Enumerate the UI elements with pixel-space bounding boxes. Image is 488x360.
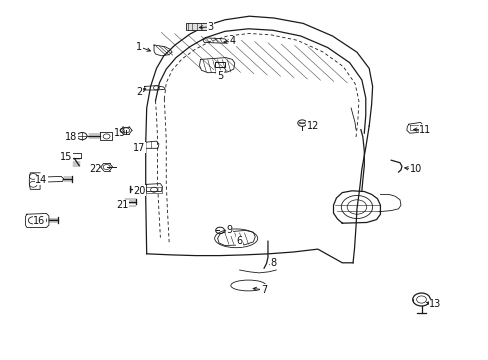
Text: 13: 13: [428, 299, 441, 309]
Text: 10: 10: [408, 164, 421, 174]
Text: 6: 6: [236, 236, 242, 246]
FancyBboxPatch shape: [185, 23, 207, 30]
Text: 14: 14: [35, 175, 48, 185]
Text: 21: 21: [116, 200, 128, 210]
Text: 8: 8: [270, 258, 276, 268]
Text: 1: 1: [136, 42, 142, 52]
Text: 5: 5: [217, 71, 223, 81]
Text: 15: 15: [60, 152, 72, 162]
Text: 7: 7: [261, 285, 266, 295]
Text: 2: 2: [136, 87, 142, 97]
Text: 12: 12: [306, 121, 319, 131]
Text: 18: 18: [64, 132, 77, 142]
Text: 20: 20: [133, 186, 145, 196]
Text: 19: 19: [113, 128, 126, 138]
Text: 4: 4: [229, 36, 235, 46]
Text: 17: 17: [133, 143, 145, 153]
Text: 16: 16: [33, 216, 45, 226]
Text: 9: 9: [226, 225, 232, 235]
Text: 3: 3: [207, 22, 213, 32]
Text: 22: 22: [89, 164, 102, 174]
Text: 11: 11: [418, 125, 431, 135]
